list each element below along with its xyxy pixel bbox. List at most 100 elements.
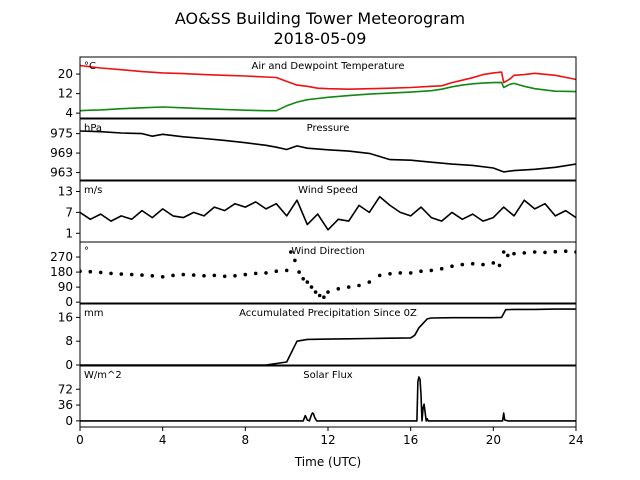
- panel-title: Accumulated Precipitation Since 0Z: [239, 308, 417, 319]
- data-point: [150, 274, 155, 278]
- data-point: [532, 250, 537, 254]
- data-point: [297, 270, 301, 274]
- data-point: [202, 274, 206, 278]
- data-point: [377, 273, 382, 278]
- x-tick-label: 20: [486, 433, 501, 447]
- data-point: [305, 280, 310, 284]
- data-point: [419, 269, 423, 274]
- data-point: [367, 280, 372, 284]
- series-1-line: [80, 81, 576, 112]
- data-point: [284, 268, 289, 273]
- data-point: [274, 269, 279, 274]
- data-point: [398, 271, 403, 275]
- panel-series-group: [80, 376, 576, 422]
- y-tick-label: 12: [58, 87, 73, 101]
- data-point: [322, 295, 326, 300]
- y-tick-label: 270: [50, 250, 73, 264]
- y-tick-label: 0: [65, 295, 73, 309]
- x-tick-label: 12: [320, 433, 335, 447]
- panel-frame: [79, 303, 577, 366]
- data-point: [553, 249, 558, 254]
- data-point: [326, 290, 330, 294]
- data-point: [388, 272, 392, 276]
- series-0-line: [80, 130, 576, 173]
- x-tick-label: 16: [403, 433, 418, 447]
- panel-0: 4 12 20 °C Air and Dewpoint Temperature: [58, 56, 577, 120]
- series-0-line: [80, 376, 576, 422]
- data-point: [429, 268, 434, 273]
- panel-5: 0 36 72 W/m^2 Solar Flux: [58, 365, 577, 428]
- x-axis: 0 4 8 12 16 20 24: [76, 427, 584, 447]
- y-tick-label: 8: [65, 334, 73, 348]
- x-tick-label: 8: [242, 433, 250, 447]
- y-tick-label: 4: [65, 106, 73, 120]
- data-point: [160, 275, 165, 279]
- y-tick-label: 0: [65, 414, 73, 428]
- panels-group: 4 12 20 °C Air and Dewpoint Temperature 963 96…: [50, 56, 577, 428]
- panel-unit-label: hPa: [84, 123, 102, 134]
- y-tick-label: 16: [58, 310, 73, 324]
- data-point: [264, 271, 268, 275]
- panel-unit-label: °C: [84, 61, 96, 72]
- y-tick-label: 7: [65, 205, 73, 219]
- data-point: [212, 273, 217, 278]
- data-point: [233, 274, 237, 278]
- data-point: [357, 283, 361, 288]
- panel-4: 0 8 16 mm Accumulated Precipitation Since 0Z: [58, 303, 577, 372]
- y-tick-label: 90: [58, 280, 73, 294]
- panel-unit-label: °: [84, 246, 89, 257]
- panel-title: Wind Direction: [291, 246, 365, 257]
- data-point: [506, 253, 510, 258]
- y-tick-label: 20: [58, 67, 73, 81]
- x-tick-label: 4: [159, 433, 167, 447]
- data-point: [497, 263, 502, 268]
- data-point: [408, 271, 413, 275]
- data-point: [129, 272, 134, 277]
- x-axis-label: Time (UTC): [294, 455, 361, 469]
- figure-subtitle: 2018-05-09: [274, 29, 367, 48]
- data-point: [88, 269, 93, 274]
- data-point: [243, 272, 248, 277]
- panel-title: Pressure: [307, 123, 350, 134]
- data-point: [491, 261, 496, 265]
- y-tick-label: 180: [50, 265, 73, 279]
- x-tick-label: 24: [568, 433, 583, 447]
- data-point: [109, 271, 113, 276]
- data-point: [181, 272, 186, 277]
- panel-unit-label: W/m^2: [84, 370, 122, 381]
- data-point: [317, 293, 322, 298]
- panel-title: Wind Speed: [298, 185, 358, 196]
- y-tick-label: 963: [50, 166, 73, 180]
- panel-unit-label: m/s: [84, 185, 102, 196]
- data-point: [563, 249, 568, 253]
- panel-frame: [79, 56, 577, 119]
- panel-series-group: [80, 64, 576, 112]
- data-point: [301, 277, 306, 281]
- y-tick-label: 969: [50, 146, 73, 160]
- data-point: [222, 274, 227, 279]
- data-point: [460, 262, 465, 267]
- y-tick-label: 975: [50, 127, 73, 141]
- y-tick-label: 1: [65, 226, 73, 240]
- y-tick-label: 36: [58, 398, 73, 412]
- data-point: [191, 273, 196, 277]
- data-point: [501, 250, 506, 254]
- panel-series-group: [80, 308, 576, 365]
- data-point: [253, 271, 258, 276]
- data-point: [313, 290, 318, 294]
- panel-series-group: [80, 249, 576, 300]
- data-point: [543, 250, 547, 255]
- data-point: [470, 261, 475, 266]
- series-0-line: [80, 64, 576, 90]
- data-point: [450, 264, 454, 269]
- data-point: [98, 270, 103, 275]
- data-point: [481, 262, 485, 267]
- data-point: [289, 250, 293, 254]
- panel-title: Solar Flux: [303, 370, 353, 381]
- panel-title: Air and Dewpoint Temperature: [252, 61, 405, 72]
- data-point: [119, 272, 124, 276]
- panel-series-group: [80, 130, 576, 173]
